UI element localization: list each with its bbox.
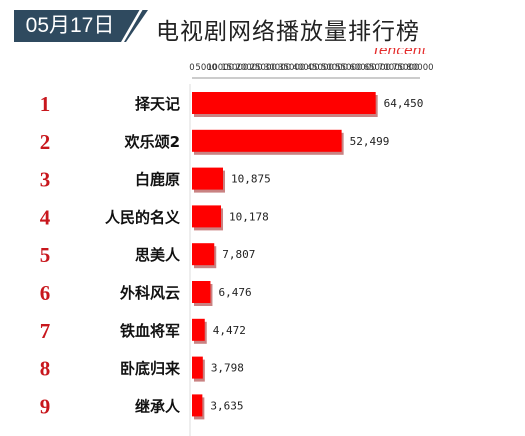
bar bbox=[192, 92, 376, 114]
bar bbox=[192, 167, 223, 190]
date-badge-notch bbox=[126, 10, 148, 42]
rank-number: 1 bbox=[40, 92, 51, 116]
rank-number: 6 bbox=[40, 281, 51, 305]
rank-number: 7 bbox=[40, 319, 51, 343]
rank-number: 2 bbox=[40, 130, 51, 154]
bar bbox=[192, 205, 222, 228]
x-tick-label: 0 bbox=[189, 63, 194, 73]
value-label: 52,499 bbox=[350, 135, 390, 148]
category-label: 择天记 bbox=[135, 95, 180, 113]
value-label: 6,476 bbox=[218, 286, 251, 299]
value-label: 3,635 bbox=[210, 399, 243, 412]
x-tick-label: 50000 bbox=[321, 63, 348, 73]
category-label: 人民的名义 bbox=[105, 208, 180, 226]
rank-number: 3 bbox=[40, 168, 51, 192]
rank-number: 5 bbox=[40, 243, 51, 267]
bar bbox=[192, 394, 203, 417]
category-label: 思美人 bbox=[135, 246, 181, 264]
rank-number: 4 bbox=[40, 205, 51, 229]
header: 05月17日 电视剧网络播放量排行榜 Tencent bbox=[0, 0, 525, 56]
x-tick-label: 70000 bbox=[378, 63, 405, 73]
bar bbox=[192, 129, 342, 152]
x-tick-label: 15000 bbox=[221, 63, 248, 73]
category-label: 继承人 bbox=[135, 397, 181, 415]
watermark-logo: Tencent bbox=[372, 48, 452, 54]
rank-number: 8 bbox=[40, 357, 51, 381]
x-tick-label: 10000 bbox=[207, 63, 234, 73]
x-tick-label: 65000 bbox=[364, 63, 391, 73]
date-badge: 05月17日 bbox=[14, 10, 126, 42]
category-label: 卧底归来 bbox=[120, 360, 181, 378]
category-label: 欢乐颂2 bbox=[124, 133, 180, 151]
x-tick-label: 75000 bbox=[392, 63, 419, 73]
bar bbox=[192, 318, 205, 341]
category-label: 铁血将军 bbox=[120, 322, 180, 340]
x-tick-label: 25000 bbox=[250, 63, 277, 73]
bar bbox=[192, 356, 203, 379]
value-label: 10,178 bbox=[229, 210, 269, 223]
x-tick-label: 35000 bbox=[278, 63, 305, 73]
x-tick-label: 80000 bbox=[406, 63, 433, 73]
rank-number: 9 bbox=[40, 394, 51, 418]
value-label: 3,798 bbox=[211, 362, 244, 375]
bar bbox=[192, 281, 211, 303]
category-label: 外科风云 bbox=[119, 284, 180, 302]
category-label: 白鹿原 bbox=[135, 171, 180, 189]
x-tick-label: 55000 bbox=[335, 63, 362, 73]
x-tick-label: 40000 bbox=[292, 63, 319, 73]
page-title: 电视剧网络播放量排行榜 bbox=[156, 19, 420, 45]
value-label: 10,875 bbox=[231, 173, 271, 186]
x-tick-label: 5000 bbox=[195, 63, 217, 73]
x-tick-label: 60000 bbox=[349, 63, 376, 73]
bar bbox=[192, 243, 215, 266]
x-tick-label: 45000 bbox=[307, 63, 334, 73]
value-label: 7,807 bbox=[222, 248, 255, 261]
value-label: 64,450 bbox=[384, 97, 424, 110]
x-tick-label: 20000 bbox=[235, 63, 262, 73]
value-label: 4,472 bbox=[213, 324, 246, 337]
x-tick-label: 30000 bbox=[264, 63, 291, 73]
